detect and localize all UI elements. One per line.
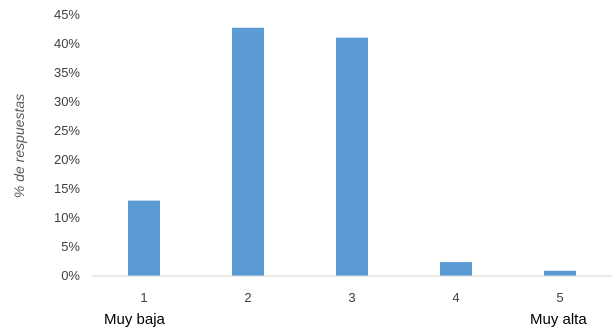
y-tick-label: 45%: [54, 7, 80, 22]
y-tick-label: 15%: [54, 181, 80, 196]
scale-high-label: Muy alta: [530, 311, 587, 328]
bar-1: [128, 200, 160, 276]
scale-low-label: Muy baja: [104, 311, 165, 328]
y-tick-label: 25%: [54, 123, 80, 138]
y-tick-label: 10%: [54, 210, 80, 225]
x-axis-tick-labels: 1 2 3 4 5: [140, 290, 563, 305]
x-tick-label: 5: [556, 290, 563, 305]
x-tick-label: 2: [244, 290, 251, 305]
y-axis-title: % de respuestas: [11, 94, 27, 198]
bar-4: [440, 262, 472, 276]
bar-series: [128, 27, 576, 277]
bar-5: [544, 270, 576, 276]
y-tick-label: 5%: [61, 239, 80, 254]
y-tick-label: 35%: [54, 65, 80, 80]
y-tick-label: 20%: [54, 152, 80, 167]
bar-3: [336, 37, 368, 277]
y-axis-tick-labels: 0% 5% 10% 15% 20% 25% 30% 35% 40% 45%: [54, 7, 80, 283]
y-tick-label: 30%: [54, 94, 80, 109]
x-tick-label: 1: [140, 290, 147, 305]
y-tick-label: 0%: [61, 268, 80, 283]
y-tick-label: 40%: [54, 36, 80, 51]
bar-2: [232, 27, 264, 277]
x-tick-label: 4: [452, 290, 459, 305]
x-tick-label: 3: [348, 290, 355, 305]
